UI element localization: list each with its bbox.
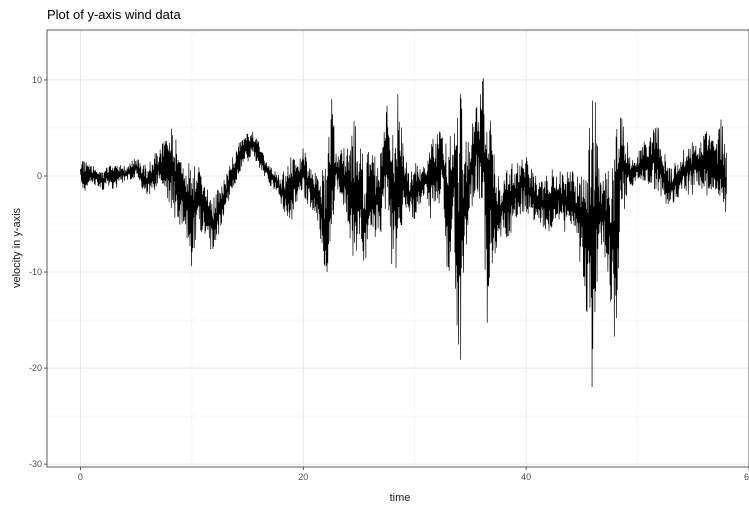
- x-axis: 0 20 40 60: [78, 467, 749, 482]
- y-tick-label: -30: [29, 459, 42, 469]
- wind-velocity-series-line: [80, 78, 728, 388]
- x-tick-label: 0: [78, 472, 83, 482]
- y-tick-label: 0: [37, 171, 42, 181]
- x-tick-label: 20: [298, 472, 308, 482]
- y-axis: -30 -20 -10 0 10: [29, 75, 47, 469]
- x-tick-label: 40: [521, 472, 531, 482]
- plot-panel-border: [46, 29, 749, 468]
- data-series: [80, 78, 728, 388]
- x-tick-label: 60: [744, 472, 749, 482]
- grid-lines: [47, 30, 749, 467]
- y-tick-label: 10: [32, 75, 42, 85]
- y-tick-label: -10: [29, 267, 42, 277]
- chart-title: Plot of y-axis wind data: [47, 7, 181, 22]
- y-tick-label: -20: [29, 363, 42, 373]
- y-axis-title: velocity in y-axis: [11, 207, 23, 288]
- x-axis-title: time: [390, 492, 411, 504]
